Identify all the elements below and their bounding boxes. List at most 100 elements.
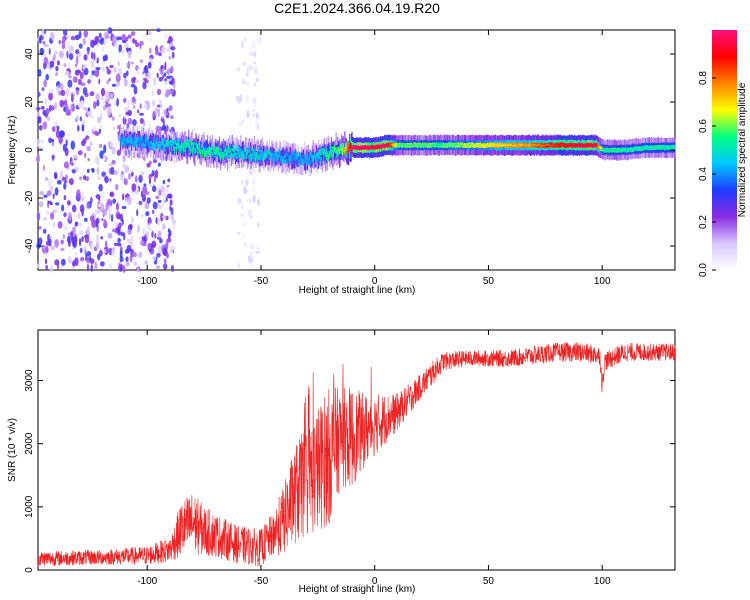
spectrogram-noise-dot [250,213,254,220]
chart-title: C2E1.2024.366.04.19.R20 [274,0,440,16]
spectrogram-ridge-cell [190,139,192,147]
spectrogram-x-ticks: -100 -50 0 50 100 [137,30,611,287]
spectrogram-ridge-cell [262,151,264,158]
spectrogram-ridge-cell [403,144,405,146]
spectrogram-ridge-cell [418,144,421,146]
spectrogram-ridge-cell [349,146,352,149]
spectrogram-ridge-cell [167,140,169,147]
colorbar-label: Normalized spectral amplitude [737,82,748,217]
spectrogram-ridge-cell [367,147,369,149]
spectrogram-ridge-cell [410,145,413,147]
spectrogram-ridge-cell [635,148,637,150]
spectrogram-ridge-cell [132,141,134,147]
spectrogram-noise-dot [76,114,79,122]
spectrogram-noise-dot [144,64,148,71]
spectrogram-noise-dot [64,98,67,108]
spectrogram-ridge-cell [257,155,260,160]
spectrogram-ridge-cell [271,150,273,153]
spectrogram-noise-dot [172,84,176,89]
spectrogram-ridge-cell [605,149,607,151]
spectrogram-ridge-cell [208,147,210,149]
spectrogram-ridge-cell [406,143,408,148]
spectrogram-ridge-cell [529,144,532,147]
spectrogram-noise-dot [46,190,52,197]
spectrogram-ridge-cell [618,148,620,153]
spectrogram-ridge-cell [201,146,203,148]
spectrogram-ridge-cell [379,144,381,150]
spectrogram-ridge-cell [255,152,257,155]
spectrogram-ridge-cell [385,142,387,147]
spectrogram-noise-dot [111,213,114,223]
spectrogram-noise-dot [77,150,83,156]
spectrogram-noise-dot [81,197,84,202]
spectrogram-ridge-cell [513,144,515,146]
spectrogram-ridge-cell [445,144,447,146]
spectrogram-ridge-cell [138,136,140,144]
spectrogram-noise-dot [239,113,243,120]
spectrogram-ridge-cell [383,145,385,147]
spectrogram-ridge-cell [395,142,398,147]
spectrogram-ridge-cell [263,154,265,159]
spectrogram-ridge-cell [212,144,214,151]
spectrogram-noise-dot [50,245,55,251]
spectrogram-ridge-cell [662,147,664,149]
spectrogram-ridge-cell [279,151,281,164]
spectrogram-ridge-cell [209,146,211,150]
spectrogram-ridge-cell [170,145,172,151]
spectrogram-ridge-cell [308,155,310,163]
spectrogram-ridge-cell [215,146,217,155]
spectrogram-noise-dot [55,72,58,76]
spectrogram-ridge-cell [181,142,183,149]
spectrogram-ridge-cell [523,143,525,148]
spectrogram-ridge-cell [653,146,655,148]
spectrogram-noise-dot [89,215,95,223]
spectrogram-ridge-cell [355,147,357,149]
spectrogram-ridge-cell [510,144,512,146]
spectrogram-ridge-cell [298,157,300,160]
spectrogram-ridge-cell [668,147,670,149]
spectrogram-ridge-cell [608,149,610,151]
spectrogram-ridge-cell [211,147,214,150]
spectrogram-ridge-cell [261,158,263,160]
spectrogram-ridge-cell [528,143,530,148]
spectrogram-ridge-cell [518,144,520,146]
spectrogram-noise-dot [138,251,143,258]
spectrogram-noise-dot [98,143,103,149]
spectrogram-ridge-cell [599,147,601,149]
spectrogram-ridge-cell [244,153,246,156]
spectrogram-noise-dot [75,221,79,227]
spectrogram-ridge-cell [331,146,333,152]
spectrogram-ridge-cell [193,148,195,150]
spectrogram-noise-dot [65,139,68,147]
spectrogram-ridge-cell [260,153,262,156]
spectrogram-ridge-cell [307,162,309,165]
spectrogram-ridge-cell [304,153,306,156]
spectrogram-noise-dot [253,61,257,65]
spectrogram-ridge-cell [209,149,211,154]
spectrogram-ridge-cell [302,151,304,176]
spectrogram-noise-dot [36,143,41,147]
spectrogram-ridge-cell [341,151,344,154]
spectrogram-ridge-cell [672,146,674,149]
spectrogram-noise-dot [256,198,261,206]
spectrogram-ridge-cell [581,144,583,146]
spectrogram-ridge-cell [632,148,634,150]
spectrogram-ridge-cell [291,155,293,158]
spectrogram-ridge-cell [591,144,593,146]
spectrogram-ridge-cell [254,148,256,152]
spectrogram-ridge-cell [337,147,339,150]
spectrogram-noise-dot [253,51,257,58]
spectrogram-ridge-cell [190,149,192,151]
spectrogram-ridge-cell [216,148,218,156]
spectrogram-ridge-cell [211,153,213,156]
spectrogram-ridge-cell [484,145,486,147]
spectrogram-ridge-cell [670,147,672,149]
spectrogram-noise-dot [74,34,80,41]
spectrogram-ridge-cell [143,133,145,149]
spectrogram-ridge-cell [123,134,125,148]
spectrogram-ridge-cell [497,145,499,147]
spectrogram-ridge-cell [326,154,329,157]
spectrogram-ridge-cell [550,145,552,147]
spectrogram-ridge-cell [565,144,567,146]
spectrogram-ridge-cell [308,162,310,165]
